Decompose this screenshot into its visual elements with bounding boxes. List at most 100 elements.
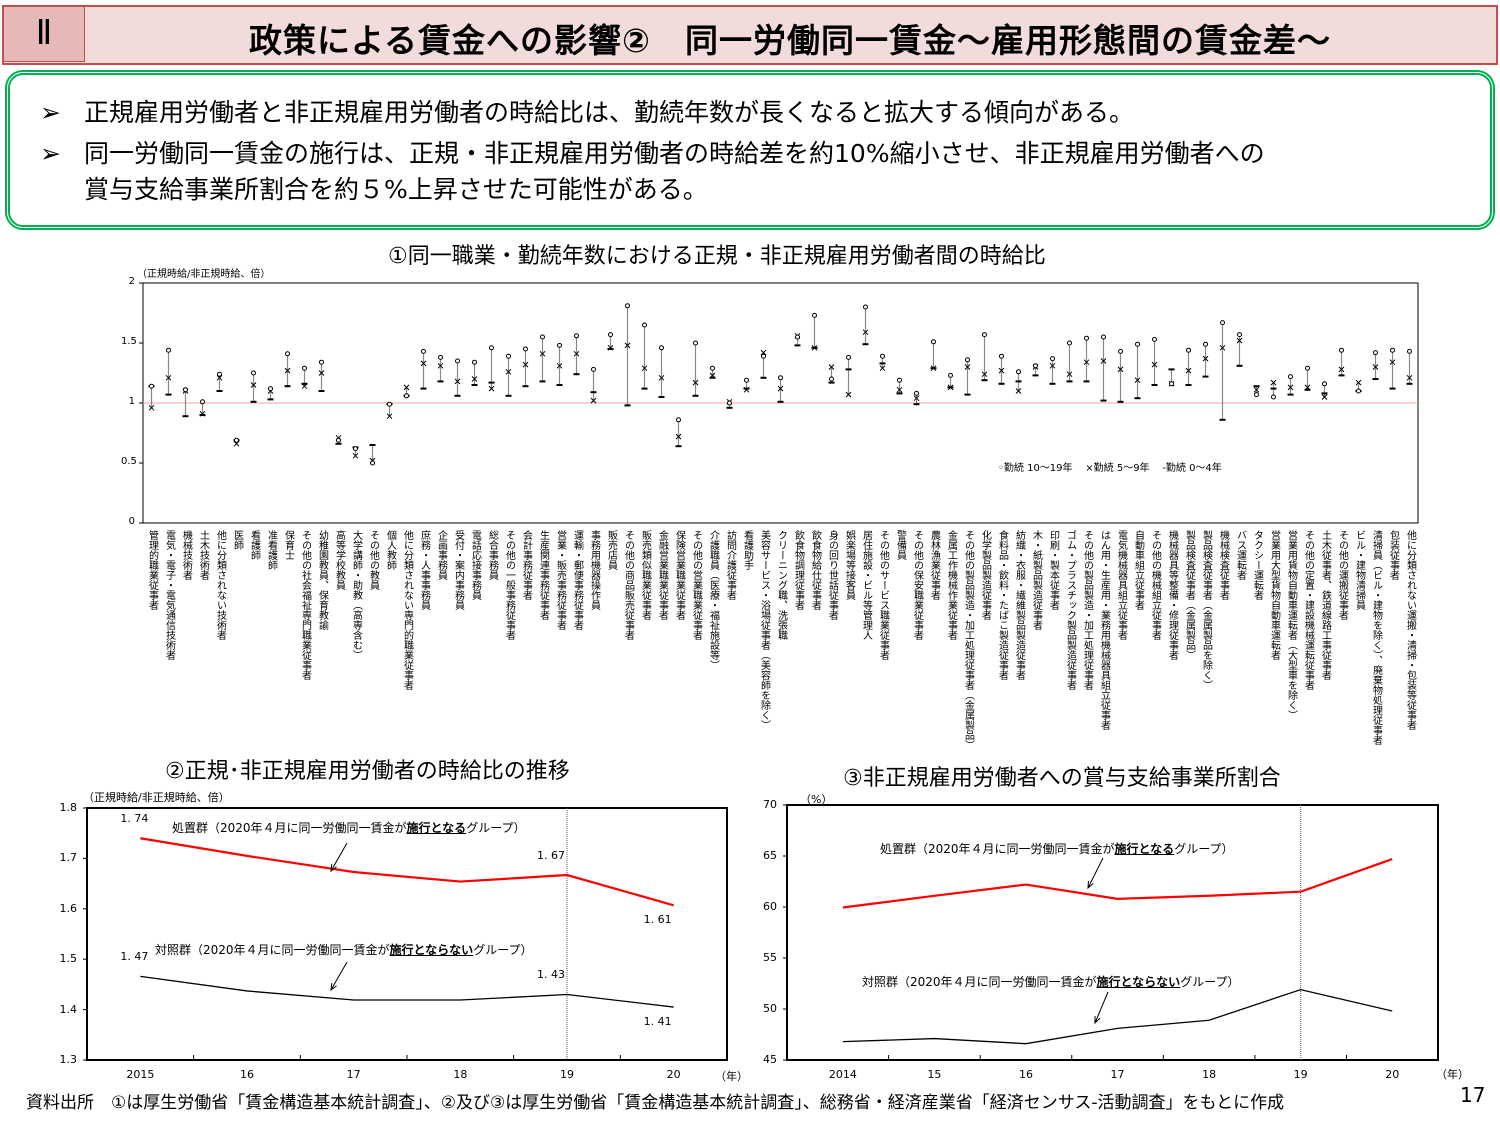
chart1-point-tenure-10-19 — [387, 401, 392, 407]
chart2-x-tick-label: 20 — [666, 1068, 681, 1081]
chart1-point-tenure-5-9 — [148, 404, 155, 411]
chart1-point-tenure-5-9 — [1236, 337, 1243, 344]
chart1-point-tenure-10-19 — [965, 357, 970, 363]
chart1-point-tenure-10-19 — [897, 377, 902, 383]
chart1-point-tenure-5-9 — [675, 433, 682, 440]
chart3-y-tick-label: 55 — [763, 951, 777, 964]
legend-label: 勤続 10～19年 — [1003, 463, 1073, 474]
chart1-category-label: 販売類似職業従事者 — [639, 530, 651, 620]
chart1-point-tenure-10-19 — [1067, 340, 1072, 346]
chart1-point-tenure-5-9 — [709, 372, 716, 379]
chart3-control-annotation: 対照群（2020年４月に同一労働同一賃金が施行とならないグループ） — [862, 975, 1240, 989]
chart2-data-label: 1. 74 — [120, 812, 149, 826]
legend-dash-icon: - — [1162, 463, 1166, 474]
chart1-point-tenure-5-9 — [760, 349, 767, 356]
bullet-text: 賞与支給事業所割合を約５%上昇させた可能性がある。 — [84, 175, 708, 204]
chart1-point-tenure-5-9 — [437, 362, 444, 369]
legend-label: 勤続 0～4年 — [1165, 463, 1222, 474]
chart1-point-tenure-10-19 — [251, 370, 256, 376]
chart1-point-tenure-10-19 — [880, 353, 885, 359]
chart1-point-tenure-5-9 — [233, 440, 240, 447]
chart2-control-annotation: 対照群（2020年４月に同一労働同一賃金が施行とならないグループ） — [155, 943, 533, 957]
chart1-point-tenure-5-9 — [216, 374, 223, 381]
chart1-point-tenure-10-19 — [540, 334, 545, 340]
chart1-point-tenure-10-19 — [1101, 334, 1106, 340]
chart3-series-line-treatment — [842, 858, 1393, 909]
chart1-point-tenure-5-9 — [1304, 384, 1311, 391]
chart1-point-tenure-5-9 — [692, 379, 699, 386]
chart1-point-tenure-10-19 — [149, 383, 154, 389]
chart3-x-tick-label: 17 — [1110, 1068, 1125, 1081]
chart1-category-label: 電気機械器具組立従事者 — [1115, 530, 1127, 640]
chart1-point-tenure-10-19 — [285, 351, 290, 357]
chart1-category-label: 土木技術者 — [197, 530, 209, 580]
chart1-point-tenure-10-19 — [1356, 388, 1361, 394]
chart1-category-label: 看護助手 — [741, 530, 753, 570]
chart1-point-tenure-10-19 — [1152, 336, 1157, 342]
chart1-point-tenure-10-19 — [319, 359, 324, 365]
chart1-point-tenure-5-9 — [165, 374, 172, 381]
chart1-point-tenure-5-9 — [743, 386, 750, 393]
chart1-category-label: 土木従事者、鉄道線路工事従事者 — [1319, 530, 1331, 680]
arrow-bullet-icon: ➢ — [40, 139, 61, 168]
chart1-point-tenure-10-19 — [353, 446, 358, 452]
chart1-category-label: 飲食物調理従事者 — [792, 530, 804, 610]
chart1-category-label: その他の保安職業従事者 — [911, 530, 923, 640]
chart1-point-tenure-10-19 — [829, 376, 834, 382]
chart1-point-tenure-10-19 — [1118, 348, 1123, 354]
chart1-category-label: 他に分類されない専門的職業従事者 — [401, 530, 413, 690]
chart3-x-tick-label: 20 — [1385, 1068, 1400, 1081]
chart1-point-tenure-5-9 — [1151, 361, 1158, 368]
chart1-point-tenure-10-19 — [812, 312, 817, 318]
chart1-point-tenure-5-9 — [522, 361, 529, 368]
chart1-point-tenure-5-9 — [301, 383, 308, 390]
chart1-point-tenure-5-9 — [930, 365, 937, 372]
chart1-category-label: タクシー運転者 — [1251, 530, 1263, 600]
chart1-ylabel: （正規時給/非正規時給、倍） — [137, 269, 271, 280]
chart1-category-label: 電気・電子・電気通信技術者 — [163, 530, 175, 660]
chart3-x-tick-label: 15 — [927, 1068, 942, 1081]
chart3-xlabel: （年） — [1436, 1068, 1469, 1081]
chart1-point-tenure-10-19 — [999, 353, 1004, 359]
chart1-category-label: その他の製品製造・加工処理従事者（金属製品） — [962, 530, 974, 750]
chart1-point-tenure-10-19 — [1254, 392, 1259, 398]
chart2-xlabel: （年） — [715, 1070, 748, 1083]
chart1-point-tenure-5-9 — [845, 391, 852, 398]
chart1-point-tenure-5-9 — [1253, 386, 1260, 393]
chart1-point-tenure-10-19 — [370, 460, 375, 466]
chart1-category-label: 食料品・飲料・たばこ製造従事者 — [996, 530, 1008, 680]
chart2-x-tick-label: 16 — [240, 1068, 254, 1081]
chart2-y-tick-label: 1.5 — [59, 952, 78, 966]
chart1-point-tenure-10-19 — [744, 377, 749, 383]
chart1-point-tenure-5-9 — [777, 385, 784, 392]
chart1-category-label: 管理的職業従事者 — [146, 530, 158, 610]
chart1-point-tenure-10-19 — [761, 353, 766, 359]
chart1-point-tenure-10-19 — [710, 365, 715, 371]
chart2-title: ②正規･非正規雇用労働者の時給比の推移 — [165, 759, 570, 784]
chart1-point-tenure-5-9 — [1100, 358, 1107, 364]
chart1-point-tenure-5-9 — [1355, 379, 1362, 386]
chart1-point-tenure-5-9 — [199, 410, 206, 417]
chart1-point-tenure-10-19 — [472, 359, 477, 365]
chart1-point-tenure-10-19 — [795, 334, 800, 340]
chart2-ylabel: （正規時給/非正規時給、倍） — [83, 791, 230, 804]
chart1-y-tick-label: 2 — [128, 276, 135, 287]
chart1-point-tenure-10-19 — [336, 437, 341, 443]
chart1-category-label: 機械検査従事者 — [1217, 530, 1229, 600]
chart1-point-tenure-10-19 — [421, 348, 426, 354]
chart1-point-tenure-5-9 — [658, 374, 665, 381]
legend-label: 勤続 5～9年 — [1093, 463, 1150, 474]
chart1-point-tenure-10-19 — [506, 353, 511, 359]
chart1-point-tenure-10-19 — [1288, 374, 1293, 380]
chart1-point-tenure-10-19 — [404, 393, 409, 399]
chart1-point-tenure-10-19 — [1237, 332, 1242, 338]
chart1-category-label: 他に分類されない運搬・清掃・包装等従事者 — [1404, 530, 1416, 730]
chart1-point-tenure-10-19 — [166, 347, 171, 353]
chart1-point-tenure-10-19 — [438, 354, 443, 360]
chart2-data-label: 1. 43 — [537, 968, 565, 982]
chart1-point-tenure-5-9 — [573, 350, 580, 357]
chart2-arrow-head-icon — [330, 863, 337, 873]
chart1-point-tenure-10-19 — [591, 366, 596, 372]
chart1-point-tenure-5-9 — [420, 360, 427, 367]
